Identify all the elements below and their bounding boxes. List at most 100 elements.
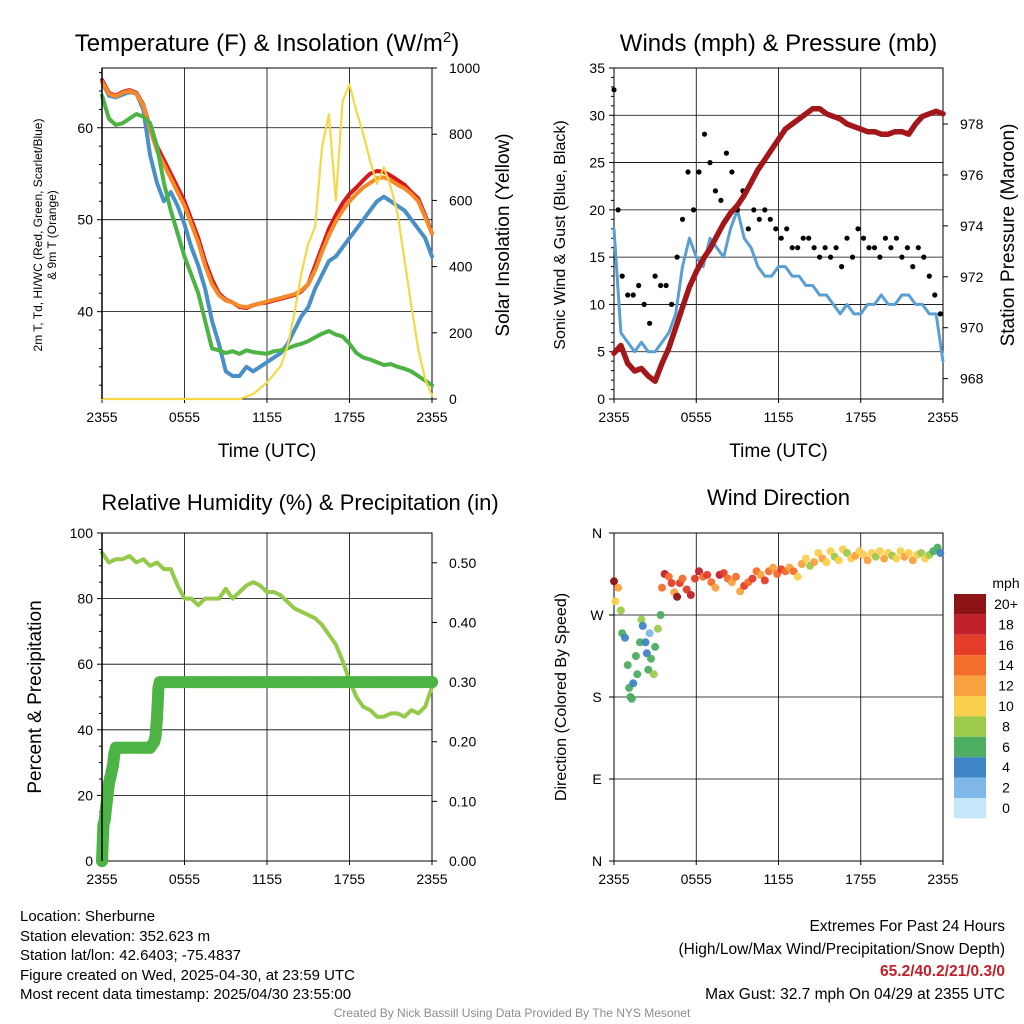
x-tick-label: 1755 [334, 871, 365, 887]
extremes-info: Extremes For Past 24 Hours (High/Low/Max… [679, 916, 1006, 1006]
series-line-hi-wc [100, 79, 434, 378]
direction-point [647, 654, 655, 663]
gust-point [658, 282, 664, 289]
recent-timestamp: Most recent data timestamp: 2025/04/30 2… [20, 986, 352, 1004]
direction-point [880, 554, 889, 563]
station-elevation: Station elevation: 352.623 m [20, 927, 211, 945]
series-line-station-pressure [611, 105, 946, 384]
gust-point [669, 301, 675, 307]
x-tick-label: 2355 [416, 409, 447, 425]
y-tick-label-left: 80 [77, 591, 93, 607]
direction-point [658, 583, 666, 592]
direction-point [801, 554, 810, 563]
gust-point [926, 273, 932, 279]
direction-point [871, 552, 880, 561]
gust-point [652, 273, 658, 279]
direction-point [656, 611, 665, 619]
gust-point [904, 245, 911, 251]
y-tick-label-left: 0 [597, 391, 605, 407]
y-axis-label-right-winds: Station Pressure (Maroon) [998, 124, 1019, 347]
direction-point [633, 670, 642, 679]
colorbar-swatch [954, 777, 986, 798]
direction-point [810, 558, 819, 567]
direction-point [875, 547, 884, 556]
wind-direction-panel: Wind Direction 2355 0555 1155 1755 2355 N E S W N D… [553, 485, 1020, 887]
colorbar-swatch [954, 696, 986, 717]
direction-point [732, 572, 740, 581]
colorbar-swatch [954, 634, 986, 656]
y-tick-label-left: 100 [70, 525, 94, 541]
gust-point [817, 254, 823, 260]
y-tick-label-right: 0.10 [449, 793, 476, 809]
colorbar-label: 8 [1002, 718, 1010, 734]
x-tick-label: 2355 [86, 871, 117, 887]
y-tick-label-right: 972 [960, 269, 984, 285]
colorbar-swatch [954, 594, 986, 615]
station-latlon: Station lat/lon: 42.6403; -75.4837 [20, 947, 242, 965]
colorbar-swatch [954, 655, 986, 676]
y-tick-label-left: 40 [77, 304, 93, 320]
y-tick-label-left: 60 [77, 656, 93, 672]
direction-point [834, 556, 843, 565]
direction-point [649, 670, 658, 679]
x-axis-label-winds: Time (UTC) [729, 441, 828, 462]
x-tick-label: 2355 [598, 409, 629, 425]
direction-label: S [592, 689, 601, 705]
gust-point [877, 254, 883, 260]
y-tick-label-left: 60 [77, 120, 93, 136]
direction-point [826, 547, 835, 556]
gust-point [860, 235, 867, 241]
y-axis-label-left-direction: Direction (Colored By Speed) [553, 593, 570, 801]
y-axis-label-left-temperature: 2m T, Td, HI/WC (Red, Green, Scarlet/Blu… [31, 119, 59, 352]
direction-point [682, 585, 691, 594]
gust-point [630, 292, 636, 298]
colorbar-swatch [954, 736, 986, 758]
direction-point [686, 591, 695, 599]
gust-point [762, 207, 768, 213]
extremes-values: 65.2/40.2/21/0.3/0 [880, 963, 1005, 980]
gust-point [707, 160, 713, 166]
colorbar-swatch [954, 798, 986, 819]
direction-point [690, 574, 699, 583]
colorbar-label: 2 [1002, 780, 1010, 796]
gust-point [615, 207, 621, 213]
colorbar-swatch [954, 716, 986, 737]
gust-point [663, 282, 669, 289]
y-tick-label-left: 20 [589, 202, 605, 218]
direction-point [843, 549, 851, 557]
chart-title-humidity: Relative Humidity (%) & Precipitation (i… [101, 490, 498, 515]
direction-point [629, 679, 638, 688]
direction-label: W [590, 607, 604, 623]
y-axis-label-left-winds: Sonic Wind & Gust (Blue, Black) [552, 120, 569, 349]
y-tick-label-right: 976 [960, 167, 984, 183]
humidity-panel: Relative Humidity (%) & Precipitation (i… [25, 490, 499, 887]
gust-point [756, 216, 762, 222]
direction-point [793, 572, 802, 581]
direction-point [637, 615, 646, 624]
y-axis-label-right-temperature: Solar Insolation (Yellow) [493, 133, 514, 336]
gust-point [712, 188, 719, 194]
direction-point [678, 574, 687, 583]
gust-point [806, 235, 812, 241]
x-tick-label: 0555 [169, 409, 200, 425]
y-tick-label-right: 974 [960, 218, 984, 234]
x-tick-label: 1155 [763, 871, 793, 887]
chart-title-wind-direction: Wind Direction [707, 485, 850, 510]
y-tick-label-right: 200 [449, 325, 473, 341]
y-tick-label-left: 20 [77, 787, 93, 803]
direction-point [673, 592, 682, 601]
colorbar-label: 14 [998, 657, 1014, 673]
gust-point [921, 254, 927, 260]
colorbar-label: 12 [998, 678, 1014, 694]
direction-point [736, 587, 745, 596]
y-tick-label-right: 968 [960, 371, 984, 387]
gust-point [619, 273, 625, 279]
colorbar-swatch [954, 757, 986, 778]
direction-point [667, 579, 676, 588]
colorbar-label: 10 [998, 698, 1014, 714]
colorbar-label: 20+ [994, 596, 1018, 612]
gust-point [795, 245, 801, 251]
station-info: Location: Sherburne Station elevation: 3… [20, 907, 355, 1005]
y-tick-label-left: 40 [77, 722, 93, 738]
extremes-legend: (High/Low/Max Wind/Precipitation/Snow De… [678, 940, 1006, 958]
